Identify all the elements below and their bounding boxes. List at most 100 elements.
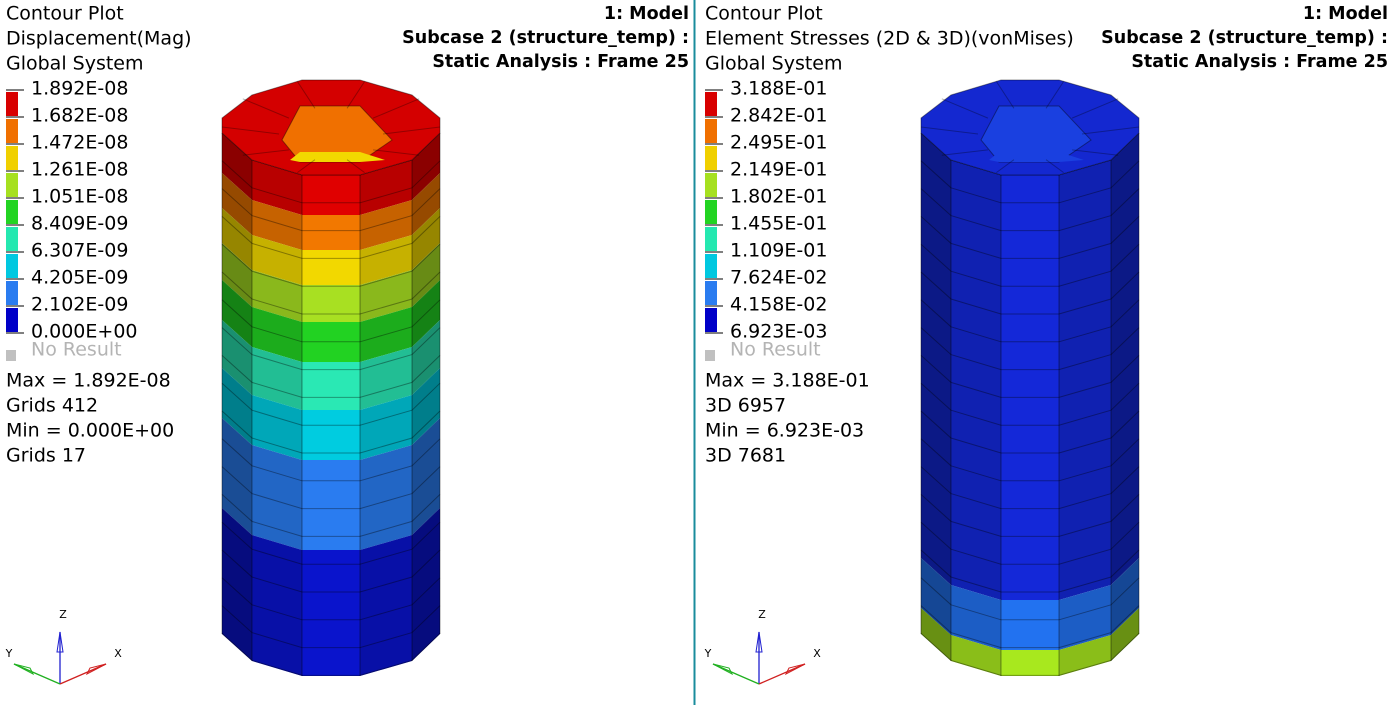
- legend-swatch: [6, 227, 18, 251]
- mesh-line: [920, 126, 979, 135]
- mesh-face: [1111, 608, 1139, 661]
- legend-swatch: [705, 146, 717, 170]
- mesh-face: [412, 418, 440, 535]
- mesh-face: [412, 173, 440, 235]
- mesh-face: [252, 307, 302, 362]
- subcase-label: Subcase 2 (structure_temp) :: [1101, 28, 1388, 48]
- mesh-face: [222, 208, 252, 270]
- legend-label: 0.000E+00: [31, 321, 138, 343]
- coord-system: Global System: [705, 53, 843, 75]
- plot-type: Contour Plot: [705, 3, 823, 25]
- mesh-line: [920, 355, 1140, 398]
- mesh-face: [252, 445, 302, 550]
- legend-label: 2.495E-01: [730, 132, 827, 154]
- mesh-line: [221, 577, 441, 621]
- mesh-line: [920, 466, 1140, 510]
- mesh-face: [222, 280, 252, 347]
- mesh-line: [920, 271, 1140, 315]
- mesh-face: [921, 608, 951, 661]
- mesh-face: [360, 535, 412, 676]
- triad-x-head: [784, 663, 806, 676]
- mesh-face: [302, 460, 360, 550]
- mesh-line: [920, 382, 1140, 426]
- mesh-face: [360, 270, 412, 322]
- legend-label: 6.307E-09: [31, 240, 128, 262]
- mesh-line: [941, 98, 989, 119]
- legend-label: 1.472E-08: [31, 132, 128, 154]
- legend-label: 1.455E-01: [730, 213, 827, 235]
- mesh-line: [221, 410, 441, 454]
- legend-swatch: [705, 227, 717, 251]
- triad-label: Z: [758, 608, 766, 621]
- mesh-face: [302, 285, 360, 322]
- mesh-line: [1081, 126, 1140, 135]
- mesh-line: [221, 188, 441, 232]
- triad-x-head: [85, 663, 107, 676]
- mesh-line: [346, 159, 365, 174]
- mesh-line: [941, 149, 988, 156]
- mesh-line: [920, 188, 1140, 232]
- mesh-face: [222, 418, 252, 535]
- mesh-face: [302, 550, 360, 676]
- analysis-label: Static Analysis : Frame 25: [432, 52, 689, 72]
- mesh-face: [252, 160, 302, 215]
- model-label: 1: Model: [1303, 4, 1388, 24]
- mesh-line: [221, 216, 441, 259]
- mesh-face: [412, 320, 440, 395]
- stat-line: Grids 17: [6, 445, 86, 467]
- legend-swatch: [6, 308, 18, 332]
- mesh-face: [412, 208, 440, 270]
- mesh-line: [221, 327, 441, 371]
- mesh-line: [920, 160, 1140, 204]
- result-type: Element Stresses (2D & 3D)(vonMises): [705, 28, 1074, 50]
- result-type: Displacement(Mag): [6, 28, 192, 50]
- analysis-label: Static Analysis : Frame 25: [1131, 52, 1388, 72]
- mesh-face: [222, 173, 252, 235]
- coord-system: Global System: [6, 53, 144, 75]
- mesh-face: [921, 558, 951, 635]
- triad-label: Z: [59, 608, 67, 621]
- mesh-line: [920, 605, 1140, 649]
- legend-swatch: [705, 254, 717, 278]
- mesh-line: [221, 549, 441, 593]
- legend-label: 4.205E-09: [31, 267, 128, 289]
- mesh-face: [360, 347, 412, 410]
- legend-swatch: [6, 92, 18, 116]
- legend-label: 1.802E-01: [730, 186, 827, 208]
- mesh-face: [1111, 133, 1139, 585]
- legend-label: 1.892E-08: [31, 78, 128, 100]
- mesh-line: [242, 149, 289, 156]
- mesh-line: [920, 521, 1140, 565]
- mesh-face: [252, 535, 302, 676]
- no-result-swatch: [705, 350, 715, 361]
- mesh-face: [360, 307, 412, 362]
- mesh-line: [920, 216, 1140, 259]
- mesh-face: [302, 410, 360, 460]
- plot-type: Contour Plot: [6, 3, 124, 25]
- mesh-face: [1059, 635, 1111, 676]
- mesh-face: [1001, 650, 1059, 676]
- mesh-face: [1059, 160, 1111, 600]
- legend-swatch: [6, 173, 18, 197]
- stat-line: Max = 3.188E-01: [705, 370, 870, 392]
- stat-line: Max = 1.892E-08: [6, 370, 171, 392]
- legend-label: 1.261E-08: [31, 159, 128, 181]
- mesh-line: [1071, 98, 1119, 119]
- no-result-label: No Result: [31, 339, 122, 361]
- legend-swatch: [6, 200, 18, 224]
- mesh-line: [920, 494, 1140, 537]
- mesh-line: [346, 81, 366, 109]
- mesh-face: [360, 200, 412, 250]
- mesh-face: [302, 175, 360, 215]
- mesh-line: [1045, 81, 1065, 109]
- mesh-face: [252, 200, 302, 250]
- mesh-line: [920, 438, 1140, 482]
- stat-line: 3D 6957: [705, 395, 786, 417]
- mesh-line: [221, 160, 441, 204]
- mesh-face: [252, 347, 302, 410]
- triad-y-head: [712, 663, 734, 676]
- mesh-face: [222, 508, 252, 661]
- triad-y-head: [13, 663, 35, 676]
